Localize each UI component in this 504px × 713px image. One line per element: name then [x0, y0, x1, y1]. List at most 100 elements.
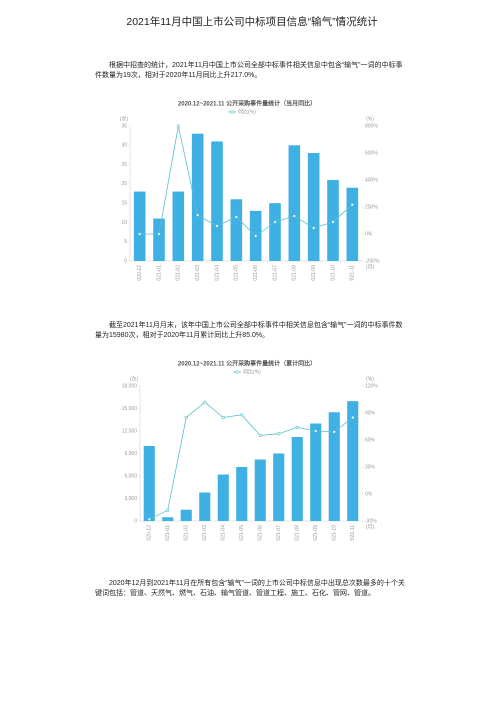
line-marker	[196, 213, 200, 217]
x-tick-label: 2021-09	[311, 265, 317, 281]
x-tick-label: 2020-12	[137, 265, 143, 281]
line-marker	[203, 400, 207, 404]
legend-marker	[235, 370, 239, 374]
line	[149, 401, 353, 520]
paragraph: 截至2021年11月月末，该年中国上市公司全部中标事件中相关信息包含“输气”一词…	[95, 322, 403, 339]
x-tick-label: 2021-07	[276, 525, 282, 541]
line-marker	[331, 220, 335, 224]
line-marker	[166, 508, 170, 512]
y-tick-label: 9,000	[124, 451, 137, 457]
y-tick-label: 5	[124, 239, 127, 245]
line-marker	[312, 226, 316, 230]
bar	[347, 401, 359, 521]
bar	[230, 199, 243, 261]
axis-unit: (次)	[130, 375, 139, 382]
line-marker	[176, 124, 180, 128]
line-marker	[258, 433, 262, 438]
legend-label: 同比(%)	[238, 108, 256, 115]
y2-tick-label: 0%	[365, 491, 373, 497]
bar	[180, 509, 192, 521]
bar	[162, 517, 174, 521]
x-tick-label: 2021-02	[176, 265, 182, 281]
y-tick-label: 3,000	[124, 496, 137, 502]
line-marker	[184, 415, 188, 420]
y-tick-label: 6,000	[124, 473, 137, 479]
x-tick-label: 2021-04	[214, 265, 220, 281]
axis-unit: (次)	[120, 115, 129, 122]
bar	[211, 141, 223, 261]
y2-tick-label: 600%	[365, 150, 378, 156]
line-marker	[295, 425, 299, 429]
bar	[254, 459, 266, 521]
legend-marker	[230, 110, 234, 114]
bar	[273, 453, 285, 521]
x-tick-label: 2021-05	[239, 525, 245, 541]
bar	[199, 492, 211, 521]
x-tick-label: 2021-06	[253, 265, 259, 281]
y-tick-label: 35	[121, 123, 127, 129]
y-tick-label: 0	[124, 258, 127, 264]
bar	[217, 474, 229, 521]
paragraph: 根据中招查的统计，2021年11月中国上市公司全部中标事件相关信息中包含“输气”…	[95, 62, 403, 79]
y2-tick-label: 200%	[365, 204, 378, 210]
x-tick-label: 2021-01	[165, 525, 171, 541]
chart-title: 2020.12~2021.11 公开采购事件量统计（当月同比）	[178, 100, 316, 108]
y2-tick-label: -30%	[365, 518, 377, 524]
line	[139, 125, 353, 237]
y2-tick-label: 120%	[365, 383, 378, 389]
y2-tick-label: 30%	[365, 464, 376, 470]
line-marker	[292, 214, 296, 218]
x-tick-label: 2021-11	[350, 525, 356, 541]
bar	[310, 423, 322, 521]
x-tick-label: 2021-07	[272, 265, 278, 281]
y-tick-label: 20	[121, 181, 127, 187]
y-tick-label: 15	[121, 200, 127, 206]
bar	[328, 412, 340, 521]
y-tick-label: 30	[121, 143, 127, 149]
page-title: 2021年11月中国上市公司中标项目信息“输气”情况统计	[126, 16, 378, 28]
y-tick-label: 10	[121, 220, 127, 226]
y2-tick-label: 400%	[365, 177, 378, 183]
bar	[288, 145, 301, 261]
x-tick-label: 2021-02	[184, 525, 190, 541]
x-tick-label: 2021-04	[221, 525, 227, 541]
y-tick-label: 15,000	[122, 406, 138, 412]
x-tick-label: 2021-05	[234, 265, 240, 281]
line-marker	[332, 430, 336, 434]
axis-unit: (月)	[366, 264, 375, 270]
x-tick-label: 2021-03	[195, 265, 201, 281]
line-marker	[350, 203, 354, 207]
line-marker	[221, 415, 225, 420]
line-marker	[234, 215, 238, 219]
line-marker	[254, 234, 258, 238]
x-tick-label: 2021-10	[332, 525, 338, 541]
axis-unit: (%)	[366, 376, 374, 382]
x-tick-label: 2020-12	[147, 525, 153, 541]
line-marker	[138, 232, 142, 236]
paragraph: 2020年12月到2021年11月在所有包含“输气”一词的上市公司中标信息中出现…	[95, 580, 405, 597]
line-marker	[351, 415, 355, 420]
line-marker	[147, 517, 151, 521]
x-tick-label: 2021-08	[295, 525, 301, 541]
x-tick-label: 2021-01	[156, 265, 162, 281]
chart-title: 2020.12~2021.11 公开采购事件量统计（累计同比）	[178, 360, 316, 368]
y-tick-label: 12,000	[122, 428, 138, 434]
y2-tick-label: 90%	[365, 410, 376, 416]
chart: 2020.12~2021.11 公开采购事件量统计（当月同比） (次) (%) (月…	[120, 100, 380, 281]
line-marker	[314, 429, 318, 433]
y2-tick-label: 0%	[365, 231, 373, 237]
bar	[191, 133, 204, 261]
y2-tick-label: 800%	[365, 123, 378, 129]
y-tick-label: 18,000	[122, 383, 138, 389]
x-tick-label: 2021-03	[202, 525, 208, 541]
bar	[269, 203, 281, 261]
bar	[346, 187, 359, 261]
x-tick-label: 2021-08	[292, 265, 298, 281]
bar	[172, 191, 185, 261]
bar	[291, 437, 303, 521]
x-tick-label: 2021-09	[313, 525, 319, 541]
y-tick-label: 25	[121, 162, 127, 168]
legend-label: 同比(%)	[243, 368, 261, 375]
bar	[133, 191, 146, 261]
